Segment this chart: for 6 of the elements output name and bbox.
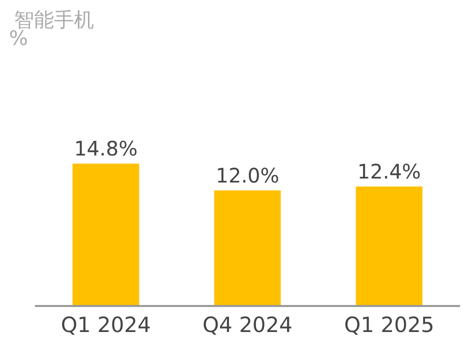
- x-tick-label: Q1 2025: [344, 312, 434, 337]
- data-label: 12.4%: [357, 160, 421, 184]
- x-tick-label: Q4 2024: [202, 312, 293, 337]
- x-tick-label: Q1 2024: [60, 312, 151, 337]
- data-label: 14.8%: [74, 136, 138, 161]
- data-label: 12.0%: [216, 163, 280, 188]
